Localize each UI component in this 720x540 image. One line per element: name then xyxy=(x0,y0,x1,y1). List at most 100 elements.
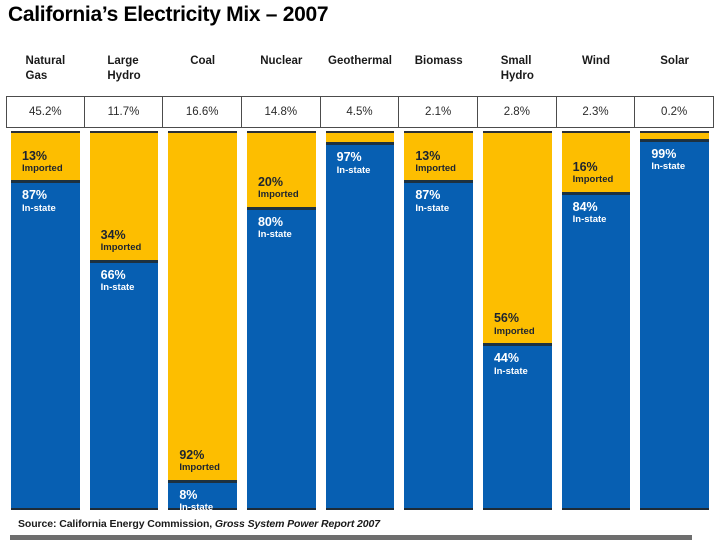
imported-sublabel: Imported xyxy=(22,162,63,174)
share-percent-cell: 2.8% xyxy=(476,96,557,128)
bar-slot: 99% In-state xyxy=(635,131,714,510)
category-header-label: Nuclear xyxy=(260,55,303,67)
instate-sublabel: In-state xyxy=(100,282,135,294)
imported-segment: 92% Imported xyxy=(168,131,237,480)
category-header: Small Hydro xyxy=(478,54,557,94)
category-header: Coal xyxy=(163,54,242,94)
source-report-title: Gross System Power Report 2007 xyxy=(214,518,380,530)
imported-segment xyxy=(325,131,395,143)
stacked-bar: 34% Imported 66% In-state xyxy=(89,131,159,510)
bar-slot: 16% Imported 84% In-state xyxy=(557,131,636,510)
imported-sublabel: Imported xyxy=(572,174,614,186)
imported-segment: 13% Imported xyxy=(11,131,80,181)
imported-sublabel: Imported xyxy=(179,462,220,474)
instate-sublabel: In-state xyxy=(415,202,450,214)
category-header-label: Small Hydro xyxy=(500,55,534,82)
stacked-bars-row: 13% Imported 87% In-state 34% Imported 66% In-s… xyxy=(6,131,714,514)
imported-percent-label: 92% xyxy=(179,447,205,462)
category-header-label: Wind xyxy=(581,55,610,67)
imported-sublabel: Imported xyxy=(100,242,142,254)
instate-percent-label: 8% xyxy=(179,487,198,502)
category-header-label: Geothermal xyxy=(328,55,392,67)
category-header-row: Natural Gas Large Hydro Coal Nuclear Geother… xyxy=(6,54,714,94)
instate-percent-label: 87% xyxy=(415,188,441,203)
bar-slot: 13% Imported 87% In-state xyxy=(399,131,478,510)
instate-segment: 84% In-state xyxy=(561,191,631,510)
category-header: Solar xyxy=(635,54,714,94)
bar-slot: 13% Imported 87% In-state xyxy=(6,131,85,510)
source-citation: Source: California Energy Commission, Gr… xyxy=(18,518,380,530)
instate-segment: 80% In-state xyxy=(246,206,316,510)
bar-slot: 97% In-state xyxy=(321,131,400,510)
category-header-label: Large Hydro xyxy=(107,55,141,82)
instate-sublabel: In-state xyxy=(651,161,686,173)
imported-percent-label: 16% xyxy=(572,159,598,174)
stacked-bar: 92% Imported 8% In-state xyxy=(168,131,237,514)
stacked-bar: 97% In-state xyxy=(325,131,395,510)
share-percent-cell: 45.2% xyxy=(6,96,85,128)
instate-percent-label: 66% xyxy=(100,267,126,282)
imported-percent-label: 13% xyxy=(22,148,48,163)
stacked-bar: 20% Imported 80% In-state xyxy=(246,131,316,510)
imported-percent-label: 56% xyxy=(493,311,520,326)
share-percent-cell: 4.5% xyxy=(319,96,400,128)
imported-percent-label: 34% xyxy=(100,228,126,243)
imported-segment: 16% Imported xyxy=(561,131,631,192)
bar-slot: 92% Imported 8% In-state xyxy=(163,131,242,514)
instate-segment: 44% In-state xyxy=(482,343,552,510)
instate-percent-label: 97% xyxy=(336,150,362,165)
imported-segment: 34% Imported xyxy=(89,131,159,260)
bar-slot: 20% Imported 80% In-state xyxy=(242,131,321,510)
category-header: Geothermal xyxy=(321,54,400,94)
instate-percent-label: 44% xyxy=(493,351,520,366)
imported-segment: 13% Imported xyxy=(404,131,473,181)
category-header: Large Hydro xyxy=(85,54,164,94)
instate-percent-label: 87% xyxy=(22,188,48,203)
instate-sublabel: In-state xyxy=(179,502,214,514)
share-percent-cell: 14.8% xyxy=(240,96,321,128)
stacked-bar: 13% Imported 87% In-state xyxy=(404,131,473,510)
imported-segment: 56% Imported xyxy=(482,131,552,344)
imported-sublabel: Imported xyxy=(493,325,535,337)
instate-segment: 87% In-state xyxy=(11,180,80,510)
imported-segment xyxy=(640,131,709,139)
share-percent-cell: 2.1% xyxy=(398,96,478,128)
share-percent-cell: 11.7% xyxy=(83,96,164,128)
page-title: California’s Electricity Mix – 2007 xyxy=(8,3,329,26)
instate-percent-label: 84% xyxy=(572,199,598,214)
category-header: Wind xyxy=(557,54,636,94)
instate-sublabel: In-state xyxy=(336,164,371,176)
instate-segment: 97% In-state xyxy=(325,142,395,510)
stacked-bar: 99% In-state xyxy=(640,131,709,510)
stacked-bar: 16% Imported 84% In-state xyxy=(561,131,631,510)
category-header-label: Solar xyxy=(660,55,690,67)
instate-sublabel: In-state xyxy=(257,229,292,241)
imported-percent-label: 20% xyxy=(257,175,284,190)
imported-segment: 20% Imported xyxy=(246,131,316,207)
share-percent-row: 45.2% 11.7% 16.6% 14.8% 4.5% 2.1% 2.8% 2.3% 0.2% xyxy=(6,96,714,128)
bottom-strip xyxy=(10,535,692,540)
bar-slot: 34% Imported 66% In-state xyxy=(85,131,164,510)
imported-sublabel: Imported xyxy=(415,162,456,174)
category-header: Biomass xyxy=(399,54,478,94)
instate-sublabel: In-state xyxy=(493,365,528,377)
stacked-bar: 13% Imported 87% In-state xyxy=(11,131,80,510)
category-header-label: Biomass xyxy=(414,55,463,67)
category-header-label: Natural Gas xyxy=(25,55,66,82)
category-header: Nuclear xyxy=(242,54,321,94)
instate-segment: 8% In-state xyxy=(168,479,237,514)
imported-sublabel: Imported xyxy=(257,189,299,201)
share-percent-cell: 16.6% xyxy=(162,96,242,128)
category-header-label: Coal xyxy=(190,55,216,67)
share-percent-cell: 0.2% xyxy=(634,96,714,128)
instate-percent-label: 80% xyxy=(257,214,284,229)
instate-segment: 87% In-state xyxy=(404,180,473,510)
instate-sublabel: In-state xyxy=(22,202,56,214)
instate-sublabel: In-state xyxy=(572,214,607,225)
stacked-bar: 56% Imported 44% In-state xyxy=(482,131,552,510)
bar-slot: 56% Imported 44% In-state xyxy=(478,131,557,510)
instate-percent-label: 99% xyxy=(651,147,677,161)
instate-segment: 99% In-state xyxy=(640,139,709,510)
category-header: Natural Gas xyxy=(6,54,85,94)
share-percent-cell: 2.3% xyxy=(555,96,636,128)
